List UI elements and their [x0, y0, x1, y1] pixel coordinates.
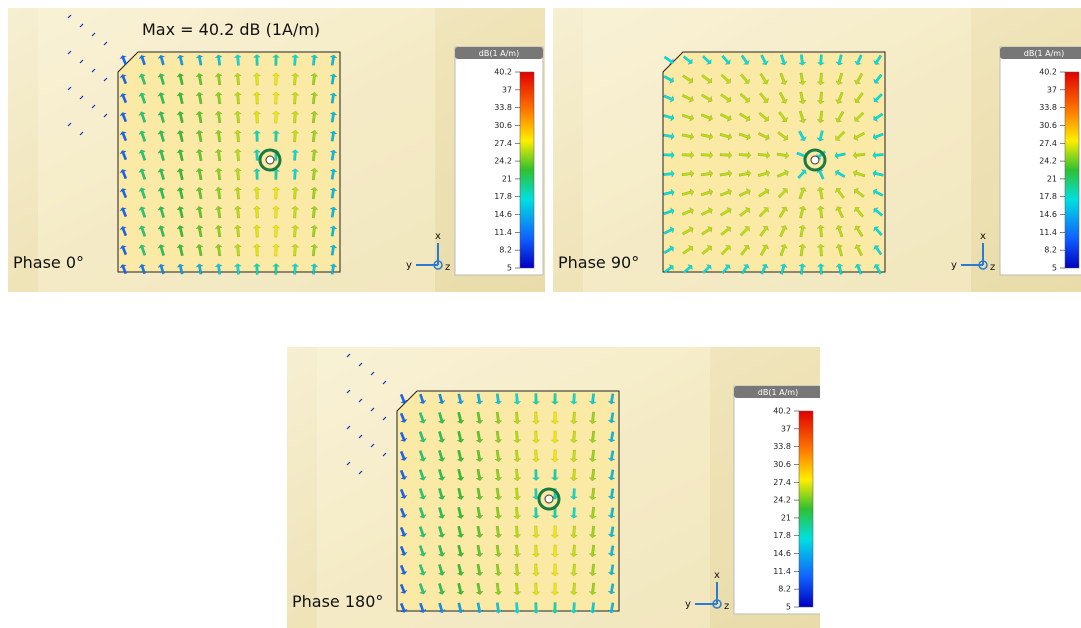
colorbar-tick-label: 24.2: [773, 496, 791, 505]
plate: [118, 52, 340, 272]
phase-label: Phase 0°: [13, 253, 84, 272]
colorbar-tick-label: 17.8: [1039, 192, 1057, 201]
colorbar-tick-label: 30.6: [494, 121, 512, 130]
colorbar-tick-label: 14.6: [494, 210, 512, 219]
max-label: Max = 40.2 dB (1A/m): [142, 20, 320, 39]
axis-label: y: [951, 260, 957, 271]
colorbar-tick-label: 33.8: [1039, 103, 1057, 112]
colorbar-tick-label: 27.4: [494, 139, 512, 148]
plate: [397, 391, 619, 611]
axis-label: x: [980, 231, 986, 242]
axis-label: x: [435, 231, 441, 242]
colorbar-tick-label: 30.6: [773, 460, 791, 469]
colorbar-tick-label: 21: [781, 513, 791, 522]
axis-label: z: [445, 262, 450, 273]
colorbar-tick-label: 33.8: [494, 103, 512, 112]
feed: [811, 156, 819, 164]
colorbar-tick-label: 24.2: [494, 157, 512, 166]
colorbar-gradient: [799, 411, 813, 607]
panel: dB(1 A/m) 40.2 37 33.8 30.6 27.4 24.2 21 17.8 14.…: [553, 8, 1081, 292]
colorbar-gradient: [1065, 72, 1079, 268]
colorbar-tick-label: 8.2: [778, 585, 791, 594]
axis-label: x: [714, 570, 720, 581]
colorbar-tick-label: 37: [502, 85, 512, 94]
colorbar-tick-label: 40.2: [1039, 68, 1057, 77]
panel: dB(1 A/m) 40.2 37 33.8 30.6 27.4 24.2 21 17.8 14.…: [287, 347, 822, 628]
colorbar-tick-label: 17.8: [773, 531, 791, 540]
colorbar-tick-label: 21: [1047, 174, 1057, 183]
colorbar-tick-label: 40.2: [773, 407, 791, 416]
colorbar-tick-label: 11.4: [1039, 228, 1057, 237]
colorbar-gradient: [520, 72, 534, 268]
colorbar-tick-label: 17.8: [494, 192, 512, 201]
colorbar-tick-label: 37: [1047, 85, 1057, 94]
colorbar-tick-label: 5: [786, 603, 791, 612]
colorbar-tick-label: 21: [502, 174, 512, 183]
axis-label: y: [685, 599, 691, 610]
colorbar-title: dB(1 A/m): [479, 49, 519, 58]
colorbar-tick-label: 11.4: [773, 567, 791, 576]
feed: [266, 156, 274, 164]
panel: dB(1 A/m) 40.2 37 33.8 30.6 27.4 24.2 21 17.8 14.…: [8, 8, 545, 292]
colorbar-tick-label: 27.4: [773, 478, 791, 487]
phase-label: Phase 180°: [292, 592, 383, 611]
colorbar: dB(1 A/m) 40.2 37 33.8 30.6 27.4 24.2 21 17.8 14.…: [1000, 47, 1081, 275]
colorbar-tick-label: 5: [507, 264, 512, 273]
colorbar-tick-label: 30.6: [1039, 121, 1057, 130]
colorbar-tick-label: 5: [1052, 264, 1057, 273]
axis-label: y: [406, 260, 412, 271]
colorbar-tick-label: 37: [781, 424, 791, 433]
axis-label: z: [724, 601, 729, 612]
colorbar: dB(1 A/m) 40.2 37 33.8 30.6 27.4 24.2 21 17.8 14.…: [455, 47, 543, 275]
colorbar-title: dB(1 A/m): [1024, 49, 1064, 58]
plate: [663, 52, 885, 272]
colorbar-tick-label: 27.4: [1039, 139, 1057, 148]
colorbar-tick-label: 11.4: [494, 228, 512, 237]
colorbar-tick-label: 14.6: [1039, 210, 1057, 219]
figure: dB(1 A/m) 40.2 37 33.8 30.6 27.4 24.2 21 17.8 14.…: [0, 0, 1081, 628]
colorbar: dB(1 A/m) 40.2 37 33.8 30.6 27.4 24.2 21 17.8 14.…: [734, 386, 822, 614]
axis-label: z: [990, 262, 995, 273]
feed: [545, 495, 553, 503]
colorbar-tick-label: 33.8: [773, 442, 791, 451]
colorbar-tick-label: 14.6: [773, 549, 791, 558]
colorbar-tick-label: 40.2: [494, 68, 512, 77]
colorbar-title: dB(1 A/m): [758, 388, 798, 397]
colorbar-tick-label: 8.2: [1044, 246, 1057, 255]
phase-label: Phase 90°: [558, 253, 639, 272]
colorbar-tick-label: 24.2: [1039, 157, 1057, 166]
colorbar-tick-label: 8.2: [499, 246, 512, 255]
